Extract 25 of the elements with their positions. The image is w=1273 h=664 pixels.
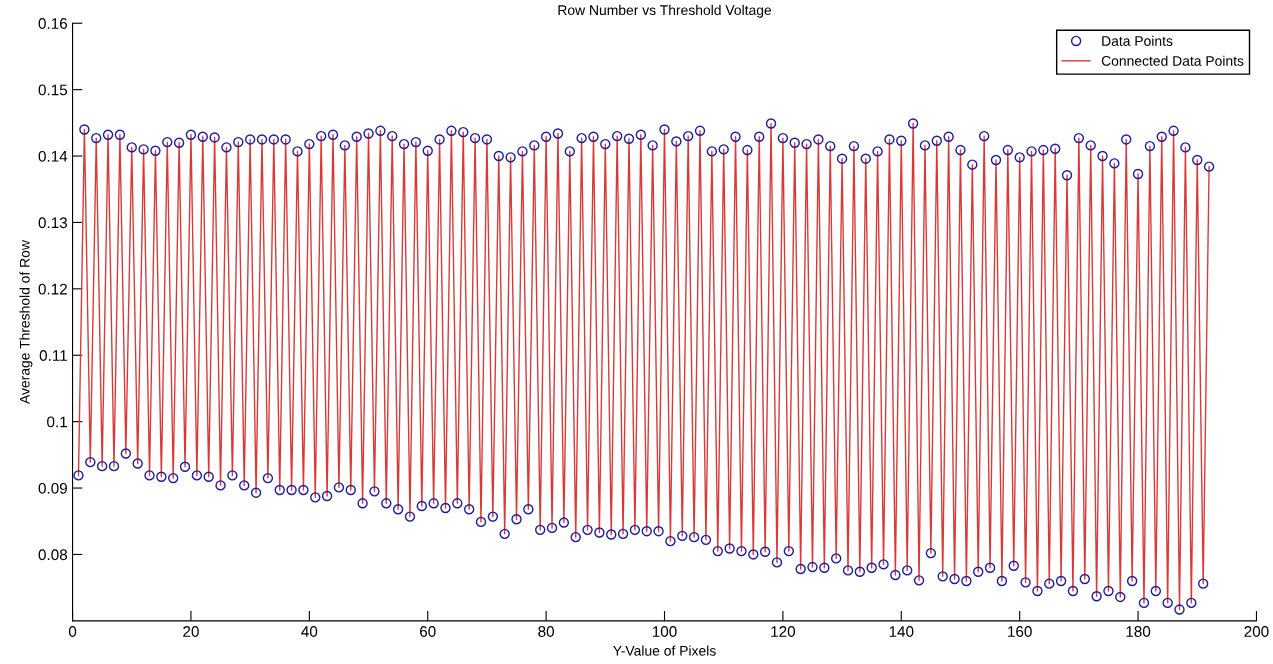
y-tick-label: 0.16 <box>38 18 68 29</box>
x-tick-label: 40 <box>301 626 318 637</box>
y-tick-label: 0.1 <box>47 416 67 428</box>
x-tick-label: 80 <box>538 626 555 637</box>
x-tick-label: 140 <box>889 626 914 637</box>
y-tick-label: 0.09 <box>38 482 67 494</box>
chart-title: Row Number vs Threshold Voltage <box>558 4 772 18</box>
x-tick-label: 200 <box>1244 626 1269 637</box>
x-tick-label: 180 <box>1126 626 1151 637</box>
y-tick-label: 0.11 <box>39 350 67 361</box>
x-tick-label: 100 <box>652 626 677 637</box>
y-tick-label: 0.15 <box>38 84 68 96</box>
x-tick-label: 20 <box>183 626 199 637</box>
x-tick-label: 60 <box>420 626 436 637</box>
legend-label: Connected Data Points <box>1101 55 1244 66</box>
y-tick-label: 0.08 <box>38 549 68 561</box>
y-tick-label: 0.14 <box>38 150 68 162</box>
legend-label: Data Points <box>1102 35 1173 46</box>
x-axis-title: Y-Value of Pixels <box>613 645 716 656</box>
x-tick-label: 160 <box>1008 626 1032 637</box>
x-tick-label: 120 <box>771 626 796 637</box>
x-tick-label: 0 <box>68 626 77 637</box>
y-tick-label: 0.13 <box>38 217 68 229</box>
y-tick-label: 0.12 <box>38 283 67 295</box>
y-axis-title: Average Threshold of Row <box>19 240 33 404</box>
